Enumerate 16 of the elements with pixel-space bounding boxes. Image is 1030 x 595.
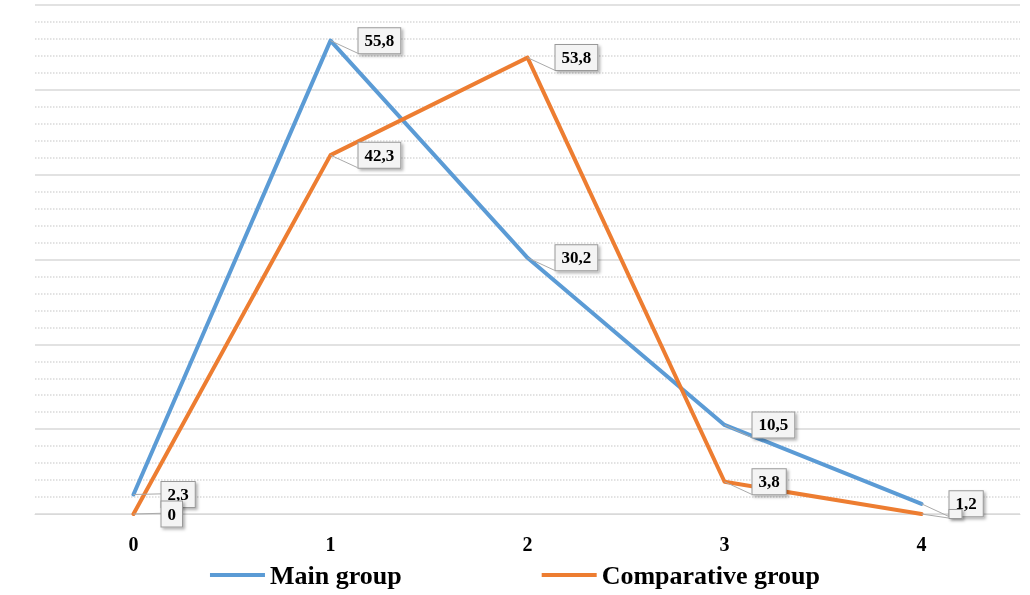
- data-label: 0: [167, 504, 176, 524]
- x-tick-label: 3: [719, 533, 730, 555]
- legend-label: Main group: [269, 560, 402, 590]
- x-tick-label: 4: [916, 533, 927, 555]
- data-label: 3,8: [758, 472, 780, 492]
- data-label: 1,2: [955, 494, 977, 514]
- data-label: 10,5: [758, 415, 789, 435]
- data-label: 2,3: [167, 484, 189, 504]
- data-label: 42,3: [364, 145, 395, 165]
- data-label: 55,8: [364, 31, 395, 51]
- legend-label: Comparative group: [601, 560, 821, 590]
- data-label: 53,8: [561, 48, 592, 68]
- x-tick-label: 0: [128, 533, 139, 555]
- data-label: 30,2: [561, 248, 592, 268]
- x-tick-label: 2: [522, 533, 533, 555]
- x-tick-label: 1: [325, 533, 336, 555]
